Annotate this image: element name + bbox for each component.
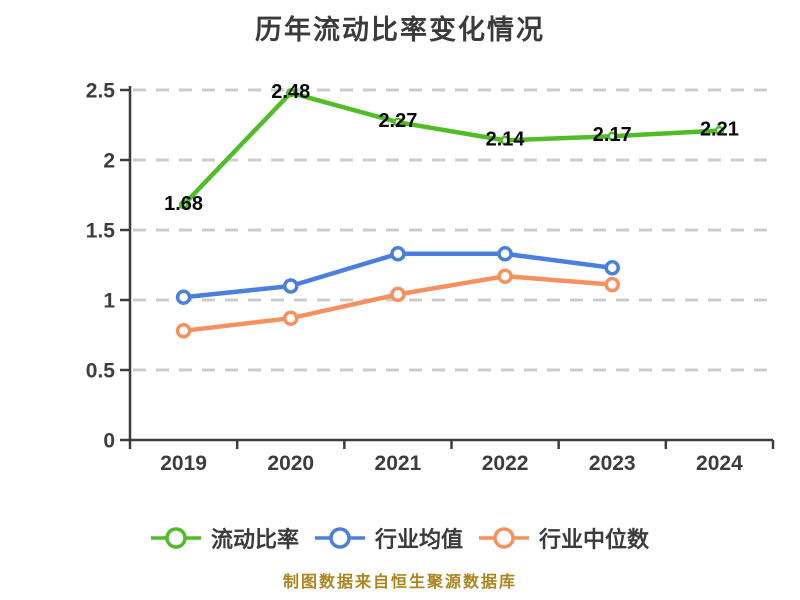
svg-text:2.17: 2.17 xyxy=(593,124,632,146)
legend-label: 流动比率 xyxy=(210,527,299,552)
svg-text:0.5: 0.5 xyxy=(86,360,116,383)
chart-title: 历年流动比率变化情况 xyxy=(255,15,545,45)
line-marker-icon xyxy=(150,527,201,549)
svg-text:1.68: 1.68 xyxy=(164,193,203,215)
chart-legend: 流动比率 行业均值 行业中位数 xyxy=(0,522,800,554)
legend-item-current-ratio: 流动比率 xyxy=(150,522,299,554)
svg-text:2024: 2024 xyxy=(696,452,743,475)
svg-text:2.48: 2.48 xyxy=(271,81,310,103)
data-source-note: 制图数据来自恒生聚源数据库 xyxy=(282,574,517,591)
svg-text:2022: 2022 xyxy=(482,452,529,475)
line-marker-icon xyxy=(479,527,529,549)
svg-text:2019: 2019 xyxy=(160,452,207,475)
svg-text:2020: 2020 xyxy=(267,452,314,475)
svg-text:2.5: 2.5 xyxy=(86,80,116,103)
line-marker-icon xyxy=(314,527,365,549)
legend-label: 行业均值 xyxy=(374,527,463,552)
svg-text:2021: 2021 xyxy=(375,452,422,475)
svg-text:1: 1 xyxy=(103,290,115,313)
legend-label: 行业中位数 xyxy=(539,527,650,552)
svg-text:1.5: 1.5 xyxy=(86,220,116,243)
svg-text:2: 2 xyxy=(103,150,115,173)
svg-text:2023: 2023 xyxy=(589,452,636,475)
svg-text:0: 0 xyxy=(103,430,115,453)
legend-item-industry-mean: 行业均值 xyxy=(314,522,463,554)
svg-text:2.21: 2.21 xyxy=(700,119,739,141)
svg-text:2.27: 2.27 xyxy=(378,110,417,132)
legend-item-industry-median: 行业中位数 xyxy=(479,522,649,554)
svg-text:2.14: 2.14 xyxy=(486,128,526,150)
